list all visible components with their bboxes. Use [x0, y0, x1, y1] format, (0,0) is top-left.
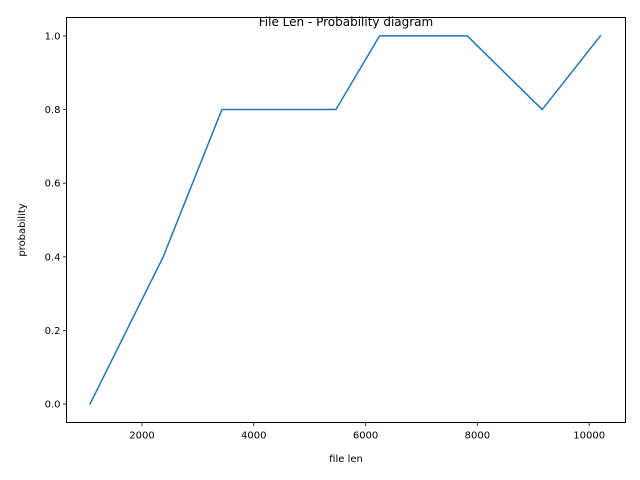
y-axis-label: probability — [17, 203, 28, 256]
series-line — [88, 34, 602, 406]
x-axis: 2000 4000 6000 8000 10000 — [129, 422, 605, 442]
chart-title: File Len - Probability diagram — [259, 15, 433, 29]
y-axis: 0.0 0.2 0.4 0.6 0.8 1.0 — [45, 31, 67, 411]
series-layer — [88, 34, 602, 406]
x-tick-label: 2000 — [129, 431, 154, 442]
plot-frame — [66, 17, 626, 423]
y-tick-label: 0.0 — [45, 400, 61, 411]
x-tick-label: 10000 — [573, 431, 605, 442]
x-tick-label: 4000 — [241, 431, 266, 442]
x-axis-label: file len — [329, 454, 363, 465]
x-tick-label: 8000 — [465, 431, 490, 442]
y-tick-label: 0.2 — [45, 326, 61, 337]
y-tick-label: 0.4 — [45, 252, 61, 263]
y-tick-label: 0.6 — [45, 179, 61, 190]
y-tick-label: 1.0 — [45, 31, 61, 42]
y-tick-label: 0.8 — [45, 105, 61, 116]
x-tick-label: 6000 — [353, 431, 378, 442]
